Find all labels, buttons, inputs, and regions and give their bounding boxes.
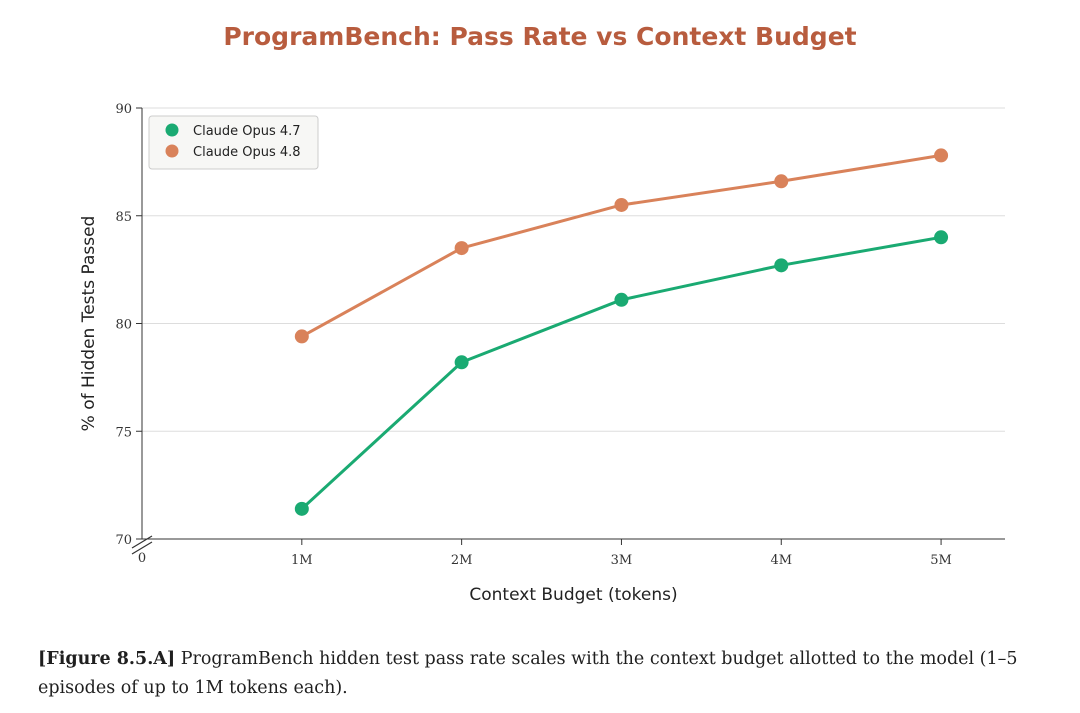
data-point (774, 258, 789, 273)
y-tick-label: 70 (115, 533, 132, 548)
series-layer (294, 148, 949, 516)
legend-marker (165, 123, 179, 137)
data-point (774, 174, 789, 189)
caption-text: ProgramBench hidden test pass rate scale… (38, 649, 1018, 698)
chart-title: ProgramBench: Pass Rate vs Context Budge… (223, 22, 857, 51)
data-point (614, 197, 629, 212)
x-tick-label: 1M (291, 553, 313, 568)
figure-caption: [Figure 8.5.A] ProgramBench hidden test … (38, 645, 1038, 703)
data-point (294, 501, 309, 516)
y-tick-label: 80 (115, 318, 132, 333)
data-point (454, 355, 469, 370)
axis-break-mark (131, 535, 153, 549)
gridlines (142, 107, 1005, 432)
data-point (934, 148, 949, 163)
y-tick-label: 90 (115, 102, 132, 117)
legend-marker (165, 144, 179, 158)
legend-box (148, 115, 319, 170)
legend-label: Claude Opus 4.8 (193, 145, 301, 160)
x-tick-label: 4M (770, 553, 792, 568)
x-tick-label: 2M (451, 553, 473, 568)
figure-label: [Figure 8.5.A] (38, 649, 176, 669)
x-tick-label: 0 (138, 551, 146, 566)
x-axis-label: Context Budget (tokens) (469, 585, 677, 605)
data-point (934, 230, 949, 245)
data-point (614, 292, 629, 307)
x-tick-label: 5M (930, 553, 952, 568)
axis-break-mark (131, 541, 153, 555)
y-tick-label: 85 (115, 210, 132, 225)
legend-label: Claude Opus 4.7 (193, 124, 301, 139)
legend: Claude Opus 4.7 Claude Opus 4.8 (148, 115, 319, 170)
y-axis-label: % of Hidden Tests Passed (79, 216, 99, 432)
y-tick-label: 75 (115, 425, 132, 440)
data-point (294, 329, 309, 344)
x-tick-label: 3M (611, 553, 633, 568)
data-point (454, 241, 469, 256)
series-line (301, 153, 942, 338)
axes: 70 75 80 85 90 0 1M 2M 3M 4M 5M (115, 102, 1005, 568)
series-line (300, 235, 942, 510)
